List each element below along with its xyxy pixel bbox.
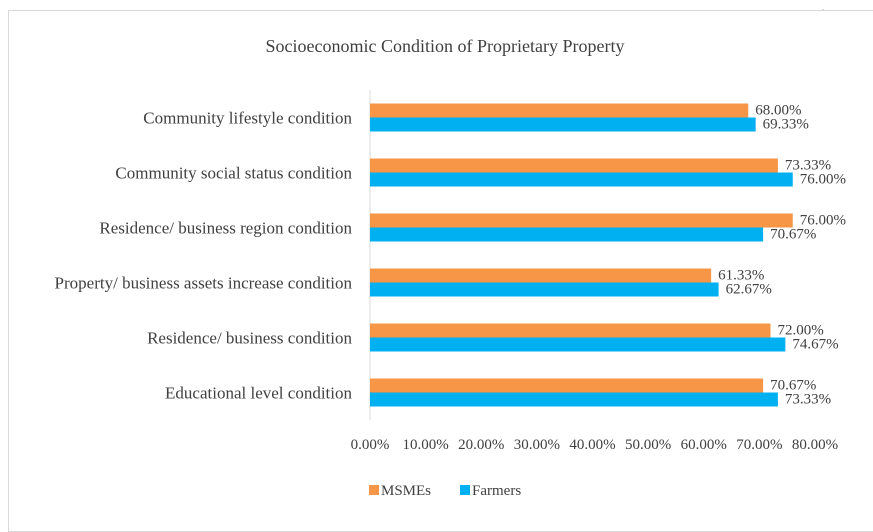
x-tick-label-6: 60.00% xyxy=(681,437,727,453)
category-label-community-social-status-condition: Community social status condition xyxy=(115,164,352,183)
value-label-msmes-educational-level-condition: 70.67% xyxy=(770,378,816,394)
value-label-msmes-residence-business-region-condition: 76.00% xyxy=(800,213,846,229)
value-label-farmers-educational-level-condition: 73.33% xyxy=(785,392,831,408)
bar-farmers-property-business-assets-increase-condition xyxy=(370,282,719,297)
x-tick-label-5: 50.00% xyxy=(625,437,671,453)
category-label-community-lifestyle-condition: Community lifestyle condition xyxy=(143,109,352,128)
value-label-farmers-community-social-status-condition: 76.00% xyxy=(800,172,846,188)
bar-farmers-residence-business-region-condition xyxy=(370,227,764,242)
bar-farmers-educational-level-condition xyxy=(370,392,778,407)
x-tick-label-8: 80.00% xyxy=(792,437,838,453)
chart-title: Socioeconomic Condition of Proprietary P… xyxy=(266,36,625,56)
bar-msmes-community-social-status-condition xyxy=(370,158,778,173)
value-label-farmers-community-lifestyle-condition: 69.33% xyxy=(763,117,809,133)
value-label-farmers-property-business-assets-increase-condition: 62.67% xyxy=(726,282,772,298)
legend-swatch-farmers xyxy=(460,485,470,495)
x-tick-label-4: 40.00% xyxy=(569,437,615,453)
bar-chart: Socioeconomic Condition of Proprietary P… xyxy=(55,36,846,499)
bar-msmes-community-lifestyle-condition xyxy=(370,103,749,118)
value-label-msmes-property-business-assets-increase-condition: 61.33% xyxy=(718,268,764,284)
x-tick-label-0: 0.00% xyxy=(351,437,390,453)
bar-msmes-educational-level-condition xyxy=(370,378,764,393)
category-label-residence-business-region-condition: Residence/ business region condition xyxy=(99,219,352,238)
value-label-msmes-community-social-status-condition: 73.33% xyxy=(785,158,831,174)
x-tick-label-1: 10.00% xyxy=(403,437,449,453)
x-tick-label-3: 30.00% xyxy=(514,437,560,453)
bar-msmes-residence-business-region-condition xyxy=(370,213,793,228)
category-label-residence-business-condition: Residence/ business condition xyxy=(147,329,352,348)
legend-swatch-msmes xyxy=(369,485,379,495)
bar-farmers-community-social-status-condition xyxy=(370,172,793,187)
value-label-farmers-residence-business-condition: 74.67% xyxy=(792,337,838,353)
category-label-property-business-assets-increase-condition: Property/ business assets increase condi… xyxy=(55,274,353,293)
legend: MSMEs Farmers xyxy=(369,483,521,499)
value-label-farmers-residence-business-region-condition: 70.67% xyxy=(770,227,816,243)
category-label-educational-level-condition: Educational level condition xyxy=(165,384,352,403)
x-tick-label-7: 70.00% xyxy=(736,437,782,453)
bar-msmes-residence-business-condition xyxy=(370,323,771,338)
plot-area: Community lifestyle condition 68.00%69.33… xyxy=(55,90,846,453)
legend-label-msmes: MSMEs xyxy=(381,483,431,499)
legend-label-farmers: Farmers xyxy=(472,483,521,499)
bar-farmers-residence-business-condition xyxy=(370,337,786,352)
bar-msmes-property-business-assets-increase-condition xyxy=(370,268,712,283)
x-tick-label-2: 20.00% xyxy=(458,437,504,453)
value-label-msmes-residence-business-condition: 72.00% xyxy=(778,323,824,339)
value-label-msmes-community-lifestyle-condition: 68.00% xyxy=(755,103,801,119)
bar-farmers-community-lifestyle-condition xyxy=(370,117,756,132)
